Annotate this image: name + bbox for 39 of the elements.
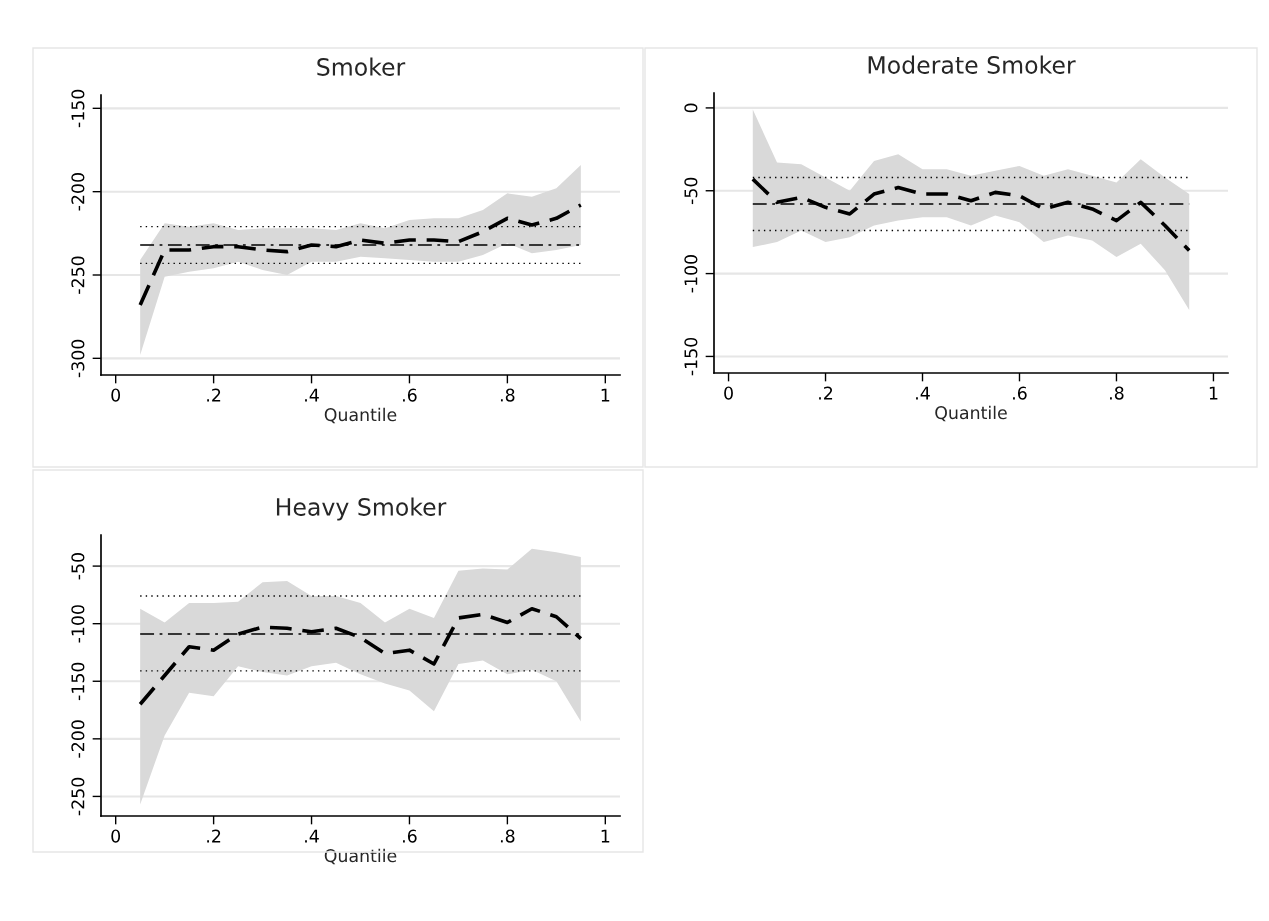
x-tick-label: .8 [1110,386,1124,400]
x-axis-title: Quantile [324,407,397,424]
y-tick-label: -100 [71,605,85,643]
y-tick-label: -200 [71,720,85,758]
x-tick-label: 0 [724,386,733,400]
x-tick-label: 0 [111,829,121,843]
chart-title: Heavy Smoker [276,497,447,521]
y-tick-label: -50 [71,553,85,580]
x-tick-label: .4 [305,388,319,402]
x-tick-label: 1 [601,829,610,843]
y-tick-label: -250 [71,777,85,816]
y-tick-label: -250 [71,256,85,294]
y-tick-label: -300 [71,339,85,378]
x-tick-label: .6 [1013,386,1027,400]
x-tick-label: .8 [500,388,515,402]
x-tick-label: .2 [207,829,221,843]
x-axis-title: Quantile [935,405,1007,422]
x-tick-label: .4 [305,829,319,843]
x-tick-label: .2 [207,388,221,402]
line-series [138,203,583,307]
y-tick-label: -150 [684,337,698,376]
x-axis-title: Quantile [324,848,397,865]
x-tick-label: 1 [1209,386,1218,400]
x-tick-label: 1 [601,388,610,402]
y-tick-label: -100 [684,255,698,293]
y-tick-label: 0 [684,103,698,113]
x-tick-label: .4 [916,386,930,400]
x-tick-label: 0 [111,388,121,402]
x-tick-label: .2 [819,386,833,400]
chart-title: Smoker [317,57,406,76]
x-tick-label: .6 [403,388,417,402]
line-series [138,606,583,707]
x-tick-label: .6 [403,829,417,843]
y-tick-label: -50 [684,177,698,205]
y-tick-label: -150 [71,89,85,128]
x-tick-label: .8 [500,829,515,843]
y-tick-label: -200 [71,173,85,211]
chart-title: Moderate Smoker [868,55,1076,74]
y-tick-label: -150 [71,662,85,701]
